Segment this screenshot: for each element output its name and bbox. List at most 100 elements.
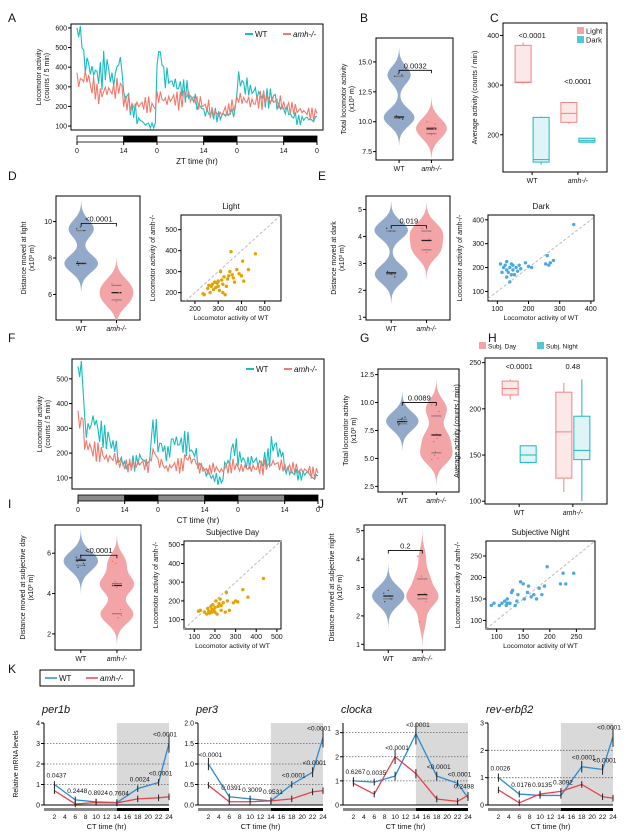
data-point (431, 404, 433, 406)
x-tick-label: 0 (155, 148, 159, 155)
gene-title: clocka (341, 704, 372, 716)
data-point (120, 615, 123, 617)
x-axis-label: Locomotor activity of WT (195, 643, 270, 650)
panel-SD: 100 200 300 400 500 Locomotor activity of amh… (153, 528, 283, 650)
y-tick-label: 200 (470, 575, 482, 582)
y-tick-label: 250 (469, 360, 481, 367)
data-point (418, 595, 420, 597)
y-tick-label: 3 (335, 730, 339, 737)
data-point (112, 584, 115, 587)
box-light (514, 44, 532, 84)
p-value: <0.0001 (505, 362, 532, 371)
y-tick-label: 500 (55, 45, 67, 52)
y-axis-label: Distance moved at dark (331, 221, 338, 295)
x-tick-label: 6 (372, 814, 376, 821)
x-tick-label: 14 (557, 814, 565, 821)
light-dark-bar-segment (204, 494, 239, 502)
y-tick-label: 100 (469, 499, 481, 506)
data-point (434, 405, 437, 407)
x-axis-label: Locomotor activity of WT (503, 643, 578, 650)
y-axis-label: Average activity (counts / min) (454, 384, 461, 478)
y-tick-label: 0.5 (184, 782, 194, 789)
y-tick-label: 100 (168, 617, 180, 624)
x-tick-label: 14 (267, 814, 275, 821)
y-axis-label: Locomotor activity (37, 395, 44, 452)
scatter-point (221, 290, 225, 295)
y-tick-label: 6 (48, 292, 52, 299)
y-tick-label: 600 (55, 25, 67, 32)
y-tick-label: 2 (47, 631, 51, 638)
scatter-point (223, 610, 227, 614)
panel-letter-H: H (488, 331, 497, 345)
y-tick-label: 12.5 (358, 89, 372, 96)
y-axis-label: Locomotor activity of amh-/- (150, 214, 157, 301)
data-point (397, 421, 399, 424)
x-tick-label: WT (514, 510, 526, 517)
scatter-point (246, 267, 251, 272)
panel-letter-K: K (8, 662, 16, 676)
panel-F: 100 200 300 400 500 Locomotor activity (counts… (37, 358, 325, 525)
data-point (83, 229, 85, 232)
y-tick-label: 200 (55, 104, 67, 111)
violin-amh (420, 378, 453, 486)
data-point (401, 74, 403, 76)
data-point (439, 435, 441, 437)
data-point (116, 586, 118, 589)
x-tick-label: 300 (212, 306, 224, 313)
y-tick-label: 1.5 (184, 741, 194, 748)
data-point (429, 127, 432, 129)
plot-frame (484, 357, 608, 505)
x-tick-label: 0 (75, 148, 79, 155)
plot-frame (375, 37, 454, 161)
y-tick-label: 150 (469, 453, 481, 460)
data-point (119, 608, 122, 611)
y-tick-label: 1 (356, 642, 360, 649)
legend-swatch (577, 27, 584, 34)
data-point (433, 454, 436, 456)
data-point (422, 578, 424, 580)
data-point (76, 260, 79, 263)
y-tick-label: 2.0 (184, 721, 194, 728)
data-point (389, 230, 391, 232)
scatter-point (224, 590, 229, 595)
data-point (112, 299, 114, 301)
data-point (438, 410, 440, 413)
x-tick-label: 16 (423, 814, 431, 821)
x-tick-label: 24 (319, 814, 327, 821)
identity-line (485, 540, 596, 630)
data-point (394, 116, 397, 118)
data-point (398, 117, 400, 119)
legend-label: WT (256, 365, 269, 374)
y-axis-label: (counts / 5 min) (44, 53, 51, 101)
x-tick-label: 400 (236, 306, 248, 313)
data-point (435, 433, 438, 435)
data-point (432, 415, 434, 417)
scatter-point (227, 608, 232, 612)
data-point (384, 601, 386, 603)
data-point (432, 440, 435, 443)
k-legend: WT amh-/- (39, 669, 135, 687)
data-point (118, 582, 121, 585)
significance-bracket (390, 225, 427, 229)
scatter-point (514, 265, 518, 270)
x-axis-label: CT time (hr) (177, 516, 220, 525)
p-value: <0.0001 (427, 764, 451, 771)
series-line-wt (77, 360, 319, 486)
scatter-point (502, 599, 507, 603)
y-axis-label: Distance moved at subjective night (329, 533, 336, 641)
x-axis-label: CT time (hr) (241, 822, 281, 831)
data-point (115, 301, 118, 303)
scatter-point (526, 264, 531, 269)
light-dark-bar-segment (283, 135, 318, 143)
y-tick-label: 4 (358, 234, 362, 241)
scatter-point (523, 261, 528, 265)
y-axis-label: Relative mRNA levels (13, 730, 20, 798)
scatter-point (505, 601, 509, 605)
y-tick-label: 2 (356, 613, 360, 620)
scatter-point (242, 279, 246, 283)
y-tick-label: 2 (335, 754, 339, 761)
y-tick-label: 5 (358, 207, 362, 214)
data-point (113, 613, 115, 615)
gene-title: rev-erbβ2 (486, 704, 533, 716)
